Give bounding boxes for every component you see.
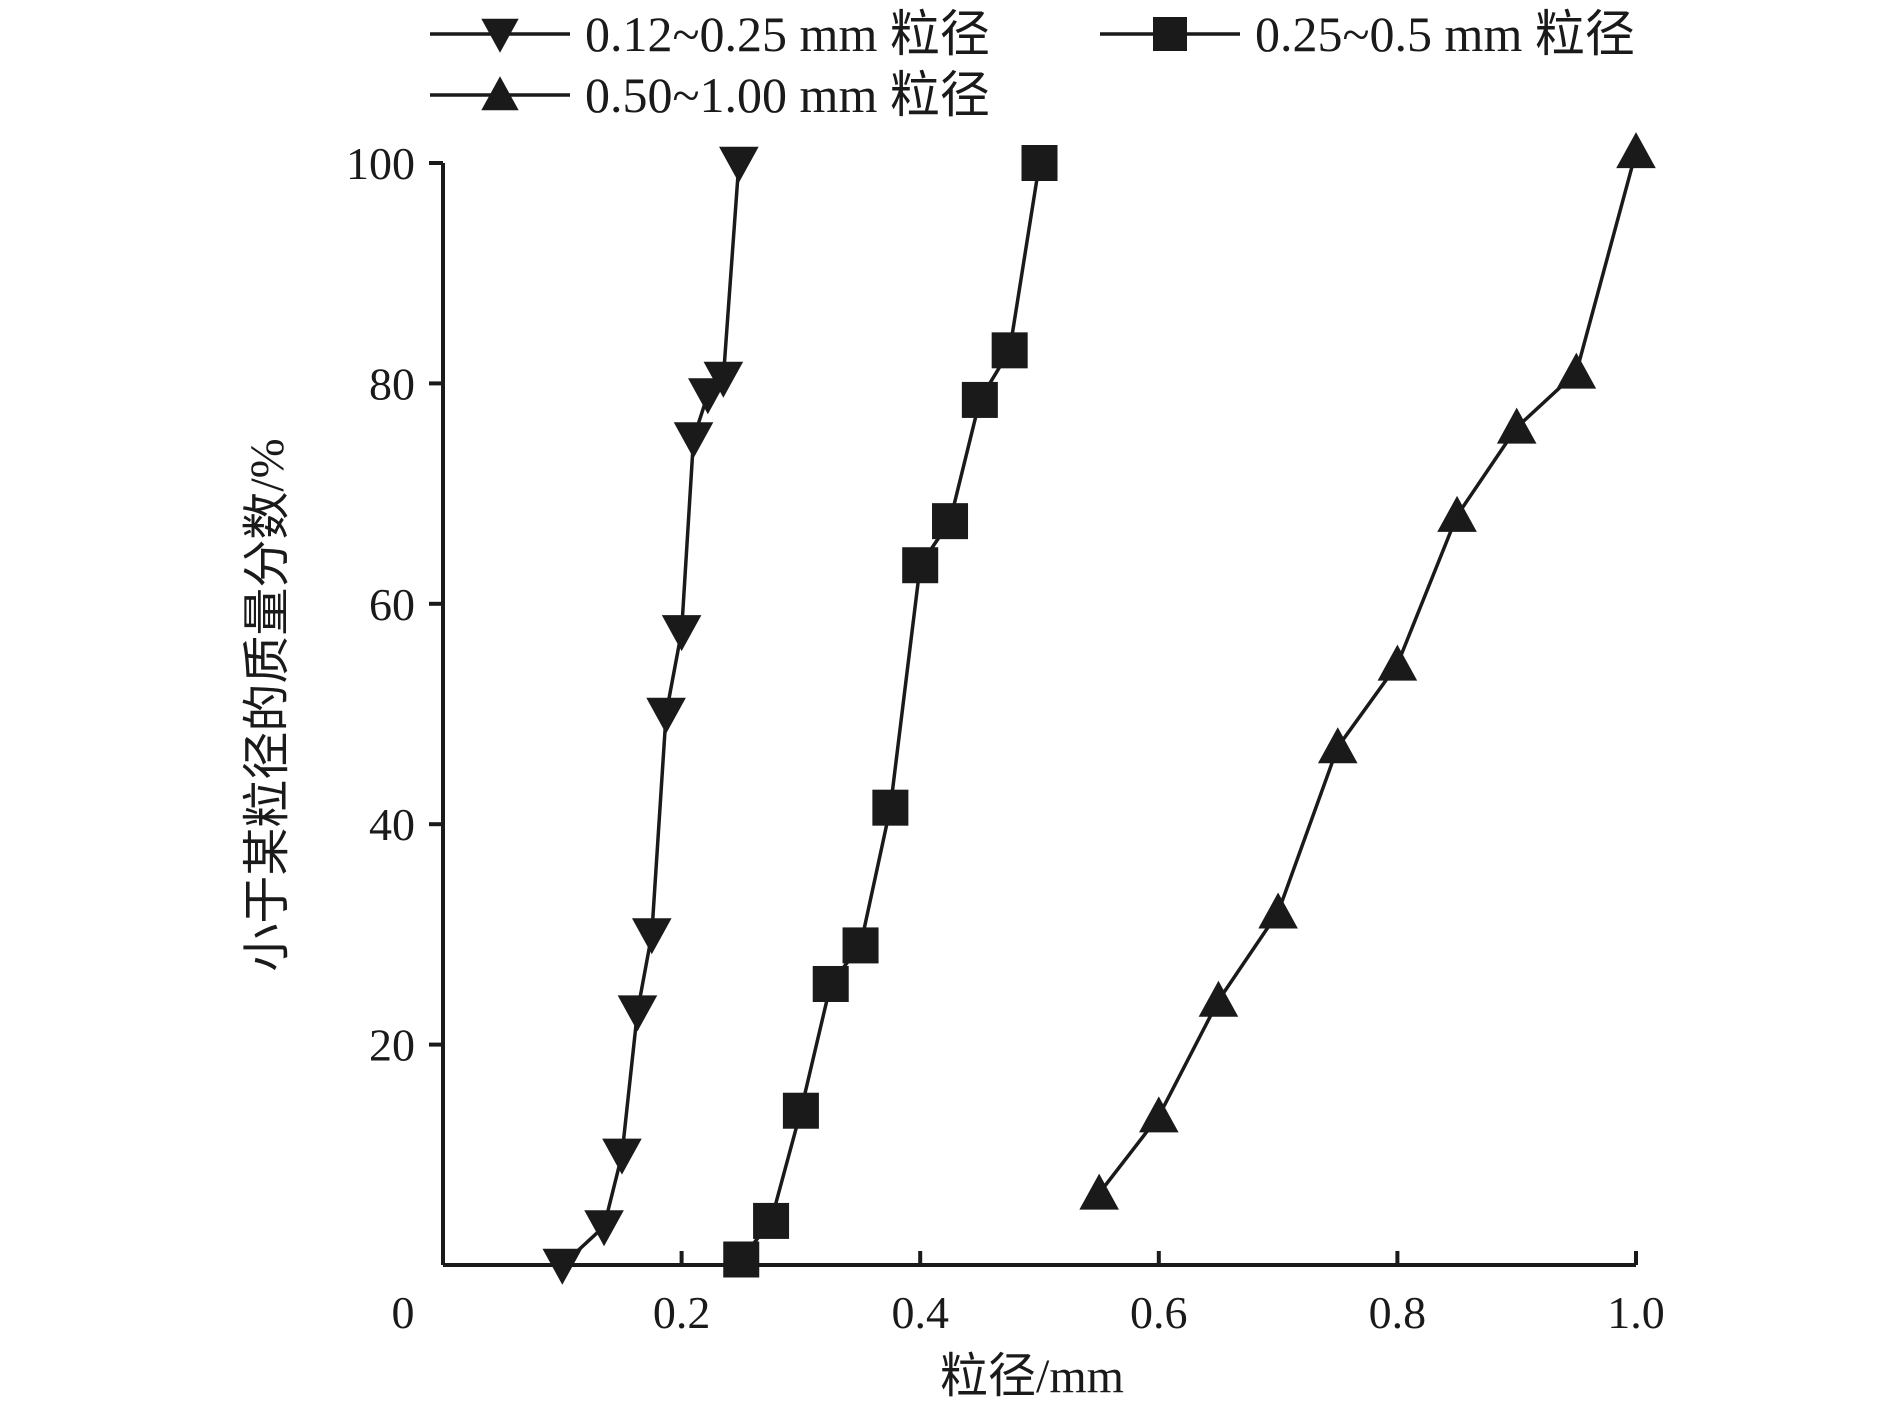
- series-3: [1079, 132, 1656, 1210]
- legend-label: 0.12~0.25 mm 粒径: [585, 6, 990, 62]
- x-tick-label: 0: [392, 1287, 415, 1338]
- data-point: [1079, 1173, 1119, 1210]
- y-tick-label: 20: [369, 1020, 415, 1071]
- plot-area: 0 0.2 0.4 0.6 0.8 1.0 20 40 60 80 100: [346, 132, 1665, 1338]
- data-point: [719, 146, 759, 183]
- legend-marker: [481, 18, 519, 53]
- x-tick-label: 0.8: [1369, 1287, 1427, 1338]
- data-point: [673, 422, 714, 459]
- data-point: [1198, 980, 1239, 1017]
- data-point: [1377, 644, 1418, 681]
- data-point: [1496, 407, 1537, 444]
- data-point: [1437, 495, 1477, 532]
- data-point: [1139, 1096, 1179, 1133]
- y-tick-label: 60: [369, 579, 415, 630]
- data-point: [782, 1092, 819, 1129]
- data-point: [661, 615, 702, 652]
- data-point: [1258, 892, 1298, 929]
- series-layer: [542, 132, 1656, 1285]
- legend-item: 0.50~1.00 mm 粒径: [430, 67, 990, 123]
- legend-marker: [481, 76, 519, 111]
- data-point: [1616, 132, 1656, 169]
- series-line: [1097, 151, 1638, 1195]
- y-axis-title: 小于某粒径的质量分数/%: [241, 438, 294, 971]
- data-point: [812, 965, 849, 1002]
- x-tick-label: 0.4: [891, 1287, 949, 1338]
- series-2: [723, 145, 1058, 1278]
- data-point: [753, 1202, 790, 1239]
- y-tick-label: 80: [369, 358, 415, 409]
- data-point: [1317, 727, 1358, 764]
- series-line: [561, 162, 741, 1267]
- axes: 0 0.2 0.4 0.6 0.8 1.0 20 40 60 80 100: [346, 138, 1665, 1338]
- data-point: [617, 995, 658, 1032]
- x-tick-label: 1.0: [1607, 1287, 1665, 1338]
- data-point: [872, 789, 909, 826]
- series-1: [542, 146, 759, 1285]
- data-point: [991, 332, 1028, 369]
- data-point: [1556, 352, 1597, 389]
- data-point: [602, 1138, 642, 1175]
- data-point: [1021, 145, 1058, 181]
- legend-label: 0.50~1.00 mm 粒径: [585, 67, 990, 123]
- data-point: [703, 361, 744, 398]
- data-point: [723, 1241, 760, 1278]
- data-point: [932, 503, 969, 540]
- data-point: [646, 697, 686, 734]
- x-tick-label: 0.6: [1130, 1287, 1188, 1338]
- legend: 0.12~0.25 mm 粒径 0.25~0.5 mm 粒径 0.50~1.00 m…: [430, 6, 1635, 123]
- data-point: [842, 927, 879, 964]
- data-point: [631, 918, 672, 955]
- data-point: [961, 381, 998, 418]
- x-tick-label: 0.2: [653, 1287, 711, 1338]
- data-point: [902, 547, 939, 584]
- legend-label: 0.25~0.5 mm 粒径: [1255, 6, 1635, 62]
- y-tick-label: 40: [369, 799, 415, 850]
- data-point: [584, 1210, 624, 1247]
- x-axis-title: 粒径/mm: [940, 1350, 1124, 1403]
- legend-item: 0.12~0.25 mm 粒径: [430, 6, 990, 62]
- legend-item: 0.25~0.5 mm 粒径: [1100, 6, 1635, 62]
- y-tick-label: 100: [346, 138, 415, 189]
- legend-marker: [1153, 17, 1187, 51]
